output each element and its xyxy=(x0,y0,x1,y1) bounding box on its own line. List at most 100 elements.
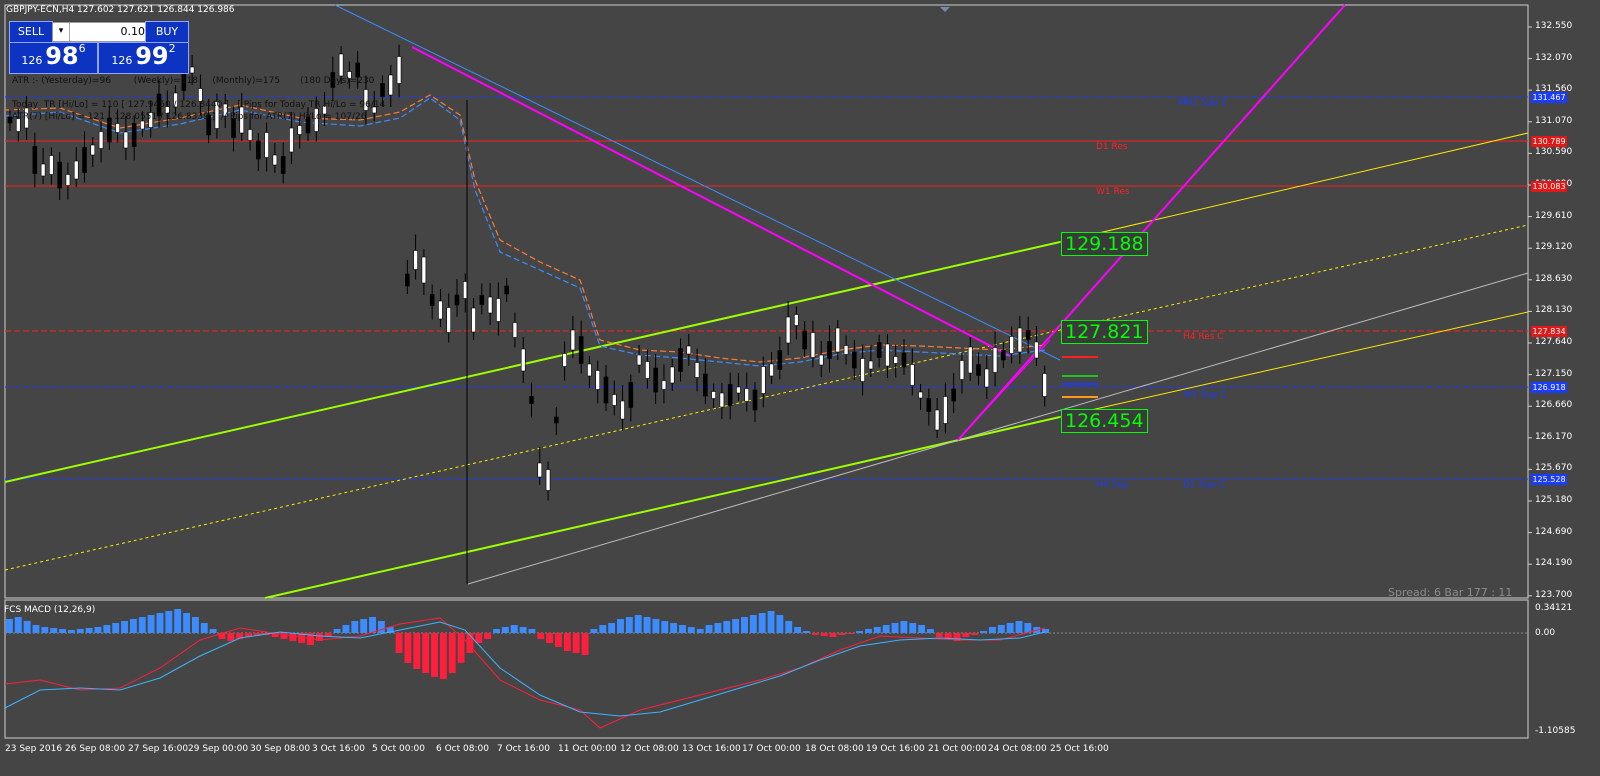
candle-body xyxy=(421,256,427,284)
macd-bar xyxy=(953,633,961,641)
macd-bar xyxy=(776,615,784,633)
price-label: 129.120 xyxy=(1535,242,1573,253)
macd-bar xyxy=(909,623,917,633)
macd-bar xyxy=(581,633,589,655)
lot-size-input[interactable]: ▾ 0.10 ▴ xyxy=(52,22,170,42)
candle-body xyxy=(893,356,899,364)
macd-title: FCS MACD (12,26,9) xyxy=(4,605,96,615)
buy-price-tick: 2 xyxy=(168,42,176,55)
macd-bar xyxy=(617,619,624,633)
macd-bar xyxy=(324,633,332,637)
candle-body xyxy=(164,106,170,114)
macd-bar xyxy=(315,633,323,641)
candle-body xyxy=(454,294,460,306)
macd-bar xyxy=(439,633,447,679)
candle-body xyxy=(280,156,286,174)
candle-body xyxy=(727,384,733,406)
candle-body xyxy=(1042,373,1048,397)
macd-bar xyxy=(944,633,952,639)
macd-bar xyxy=(422,633,430,673)
macd-bar xyxy=(838,633,846,635)
price-label: 127.150 xyxy=(1535,368,1573,379)
candle-body xyxy=(843,345,849,355)
macd-bar xyxy=(6,619,13,633)
price-label: 124.690 xyxy=(1535,526,1573,537)
macd-bar xyxy=(475,633,483,643)
candle-body xyxy=(371,106,377,114)
macd-bar xyxy=(351,621,359,633)
candle-body xyxy=(504,285,509,295)
time-label: 11 Oct 00:00 xyxy=(558,744,617,754)
sell-price-small: 126 xyxy=(21,54,43,67)
candle-body xyxy=(82,147,87,173)
macd-bar xyxy=(245,633,252,637)
macd-bar xyxy=(1042,629,1049,633)
chart-shift-marker[interactable] xyxy=(940,7,950,12)
macd-bar xyxy=(369,617,376,633)
macd-bar xyxy=(625,617,633,633)
lot-decrease-icon[interactable]: ▾ xyxy=(53,23,70,41)
macd-bar xyxy=(236,633,244,639)
magenta-uptrend xyxy=(957,4,1346,441)
candle-body xyxy=(570,329,576,351)
macd-bar xyxy=(138,617,146,633)
macd-bar xyxy=(404,633,412,663)
price-label: 130.590 xyxy=(1535,147,1573,158)
price-label: 126.660 xyxy=(1535,400,1573,411)
atr-info-line-3: ATR(7) [Hi/Lo] = 121 [ 128.0551 / 126.83… xyxy=(12,112,367,122)
macd-bar xyxy=(767,611,775,633)
macd-bar xyxy=(749,615,757,633)
time-label: 5 Oct 00:00 xyxy=(372,744,425,754)
macd-bar xyxy=(271,633,279,637)
candlesticks xyxy=(7,44,1048,584)
macd-bar xyxy=(457,633,465,663)
macd-bar xyxy=(501,627,509,633)
macd-bar xyxy=(174,609,182,633)
price-label: 126.170 xyxy=(1535,431,1573,442)
macd-bar xyxy=(289,633,297,641)
time-label: 29 Sep 00:00 xyxy=(188,744,249,754)
macd-bar xyxy=(1006,623,1014,633)
buy-button[interactable]: BUY xyxy=(145,21,189,43)
candle-body xyxy=(703,373,708,397)
time-label: 17 Oct 00:00 xyxy=(742,744,801,754)
macd-bar xyxy=(696,629,704,633)
macd-bar xyxy=(741,617,748,633)
candle-body xyxy=(578,336,584,364)
macd-bar xyxy=(980,631,988,633)
macd-bar xyxy=(1015,621,1023,633)
macd-bar xyxy=(652,619,660,633)
candle-body xyxy=(611,394,617,406)
macd-bar xyxy=(200,623,208,633)
candle-body xyxy=(918,391,923,399)
candle-body xyxy=(305,116,311,134)
candle-body xyxy=(967,346,973,374)
candle-body xyxy=(131,123,137,147)
candle-body xyxy=(520,348,526,372)
macd-bar xyxy=(209,629,217,633)
candle-body xyxy=(40,163,46,177)
macd-scale-bottom: -1.10585 xyxy=(1535,726,1576,736)
buy-price-button[interactable]: 126 992 xyxy=(98,42,189,74)
sell-price-button[interactable]: 126 986 xyxy=(9,42,98,74)
magenta-downtrend xyxy=(411,46,1011,357)
candle-body xyxy=(926,398,932,412)
macd-bar xyxy=(971,633,979,635)
sell-button[interactable]: SELL xyxy=(9,21,53,43)
candle-body xyxy=(355,62,360,78)
macd-bar xyxy=(891,623,899,633)
candle-body xyxy=(32,146,38,174)
macd-bar xyxy=(599,625,607,633)
candle-body xyxy=(496,298,501,322)
macd-bar xyxy=(785,621,793,633)
candle-body xyxy=(909,364,915,386)
macd-bar xyxy=(431,633,438,677)
candle-body xyxy=(330,72,336,88)
price-mark-current: 126.918 xyxy=(1531,382,1567,393)
price-label: 132.550 xyxy=(1535,21,1573,31)
main-chart-frame xyxy=(4,4,1529,599)
level-h4-res-c: H4 Res C xyxy=(1183,332,1224,342)
time-label: 19 Oct 16:00 xyxy=(866,744,925,754)
buy-price-small: 126 xyxy=(111,54,133,67)
